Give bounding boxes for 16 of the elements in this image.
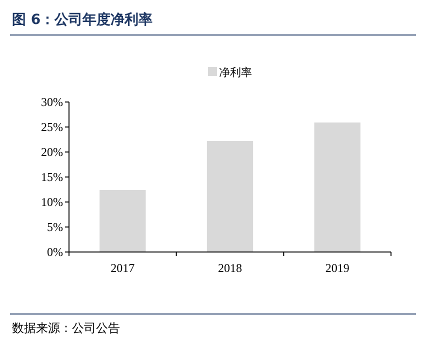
y-tick-label: 30% [41, 95, 63, 109]
x-tick-label: 2018 [218, 261, 242, 275]
y-tick-label: 10% [41, 195, 63, 209]
x-tick-label: 2019 [325, 261, 350, 275]
bar [206, 141, 254, 252]
chart-title: 图 6：公司年度净利率 [12, 11, 153, 28]
bar [314, 122, 360, 252]
y-tick-label: 20% [41, 145, 63, 159]
bar [100, 190, 146, 252]
y-tick-label: 25% [41, 120, 63, 134]
x-tick-label: 2017 [110, 261, 135, 275]
source-note: 数据来源：公司公告 [12, 321, 120, 335]
y-tick-label: 15% [41, 170, 63, 184]
legend-label: 净利率 [219, 66, 252, 79]
y-tick-label: 0% [47, 245, 63, 259]
y-tick-label: 5% [47, 220, 63, 234]
